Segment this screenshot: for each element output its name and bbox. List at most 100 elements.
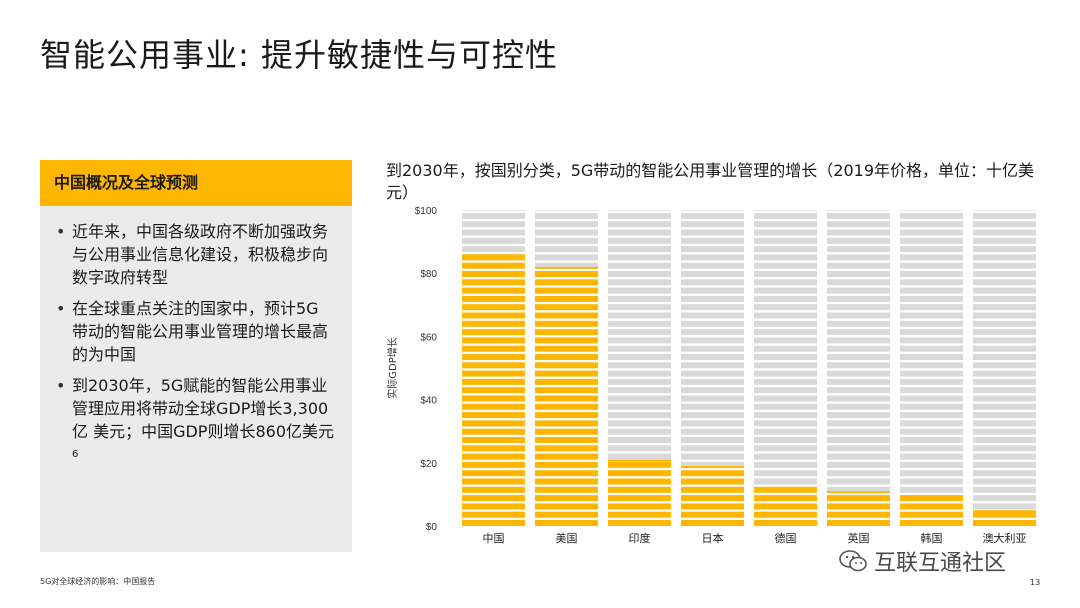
bar-background-stripe	[973, 437, 1036, 443]
bar-background-stripe	[827, 320, 890, 327]
bar-background-stripe	[900, 221, 963, 228]
bar-background-stripe	[754, 254, 817, 261]
bar-value-stripe	[681, 503, 744, 510]
bar-value-stripe	[535, 287, 598, 294]
bar-background-stripe	[608, 337, 671, 344]
bar-background-stripe	[827, 254, 890, 261]
bar-value-stripe	[462, 320, 525, 327]
bar-background-stripe	[608, 312, 671, 319]
bar-background-stripe	[608, 271, 671, 277]
bar-value-stripe	[827, 520, 890, 526]
panel-header: 中国概况及全球预测	[40, 160, 352, 206]
bar-value-stripe	[462, 403, 525, 410]
bullet-list: 近年来，中国各级政府不断加强政务与公用事业信息化建设，积极稳步向数字政府转型 在…	[40, 220, 352, 469]
bar-background-stripe	[827, 246, 890, 253]
bar-background-stripe	[827, 370, 890, 377]
bar-background-stripe	[754, 412, 817, 419]
bar-value-stripe	[462, 486, 525, 493]
bar-background-stripe	[754, 354, 817, 360]
bar-background-stripe	[608, 304, 671, 311]
bar	[973, 510, 1036, 513]
bar-background-stripe	[973, 395, 1036, 402]
bar-value-stripe	[827, 511, 890, 518]
bar-background-stripe	[608, 395, 671, 402]
bar-background-stripe	[973, 279, 1036, 286]
bar-background-stripe	[973, 262, 1036, 269]
bar-background-stripe	[900, 262, 963, 269]
bar-value-stripe	[462, 387, 525, 394]
bar-background-stripe	[608, 420, 671, 427]
bar-background-stripe	[973, 246, 1036, 253]
bar-background-stripe	[973, 345, 1036, 352]
bar-value-stripe	[462, 254, 525, 261]
bar-value-stripe	[535, 354, 598, 360]
bullet-text: 到2030年，5G赋能的智能公用事业管理应用将带动全球GDP增长3,300亿 美…	[72, 376, 334, 441]
bar-background-stripe	[681, 420, 744, 427]
bar-value-stripe	[535, 461, 598, 468]
bar-background-stripe	[608, 428, 671, 435]
bar-background-stripe	[900, 304, 963, 311]
bar-value-stripe	[462, 304, 525, 311]
bar-background-stripe	[827, 362, 890, 369]
bar-background-stripe	[900, 370, 963, 377]
bar-value-stripe	[535, 387, 598, 394]
bar-background-stripe	[973, 312, 1036, 319]
bar-background-stripe	[900, 337, 963, 344]
bar-background-stripe	[535, 229, 598, 236]
bar-background-stripe	[973, 461, 1036, 468]
bar-background-stripe	[754, 478, 817, 485]
bar-value-stripe	[462, 312, 525, 319]
bar-background-stripe	[754, 445, 817, 452]
bar-background-stripe	[973, 271, 1036, 277]
bar-background-stripe	[900, 279, 963, 286]
bar-value-stripe	[462, 420, 525, 427]
bar-background-stripe	[973, 495, 1036, 502]
bar-value-stripe	[462, 461, 525, 468]
bar-background-stripe	[900, 470, 963, 477]
bar	[900, 497, 963, 500]
bar-value-stripe	[608, 520, 671, 526]
bullet-text: 在全球重点关注的国家中，预计5G带动的智能公用事业管理的增长最高的为中国	[72, 299, 329, 364]
bar-background-stripe	[827, 387, 890, 394]
bar-group	[900, 210, 963, 526]
bar-group	[754, 210, 817, 526]
bar-background-stripe	[608, 279, 671, 286]
x-tick-label: 英国	[848, 531, 870, 545]
bar-background-stripe	[462, 237, 525, 244]
bar-value-stripe	[462, 437, 525, 443]
bar-background-stripe	[535, 221, 598, 228]
bar-background-stripe	[754, 428, 817, 435]
bar-value-stripe	[535, 520, 598, 526]
bar-background-stripe	[973, 212, 1036, 219]
bar-value-stripe	[535, 345, 598, 352]
bar-background-stripe	[608, 237, 671, 244]
bar-background-stripe	[900, 461, 963, 468]
bar-background-stripe	[754, 387, 817, 394]
bar-background-stripe	[900, 312, 963, 319]
bar-background-stripe	[754, 212, 817, 219]
bar-background-stripe	[681, 403, 744, 410]
bar-background-stripe	[681, 212, 744, 219]
x-tick-label: 日本	[702, 531, 724, 545]
bar-value-stripe	[462, 503, 525, 510]
bar-background-stripe	[827, 312, 890, 319]
bar-background-stripe	[827, 295, 890, 302]
bar-background-stripe	[754, 210, 817, 211]
bar-background-stripe	[827, 470, 890, 477]
bar-background-stripe	[973, 370, 1036, 377]
bar-value-stripe	[535, 304, 598, 311]
bar-value-stripe	[462, 370, 525, 377]
bar-background-stripe	[754, 312, 817, 319]
bar-background-stripe	[900, 271, 963, 277]
bar-background-stripe	[681, 345, 744, 352]
bar-value-stripe	[535, 503, 598, 510]
bar-background-stripe	[827, 221, 890, 228]
bar	[535, 266, 598, 269]
bar-background-stripe	[900, 420, 963, 427]
bar-background-stripe	[608, 445, 671, 452]
bar-background-stripe	[900, 395, 963, 402]
bar-background-stripe	[827, 212, 890, 219]
bar-background-stripe	[827, 287, 890, 294]
bar-background-stripe	[973, 478, 1036, 485]
bar-background-stripe	[754, 337, 817, 344]
